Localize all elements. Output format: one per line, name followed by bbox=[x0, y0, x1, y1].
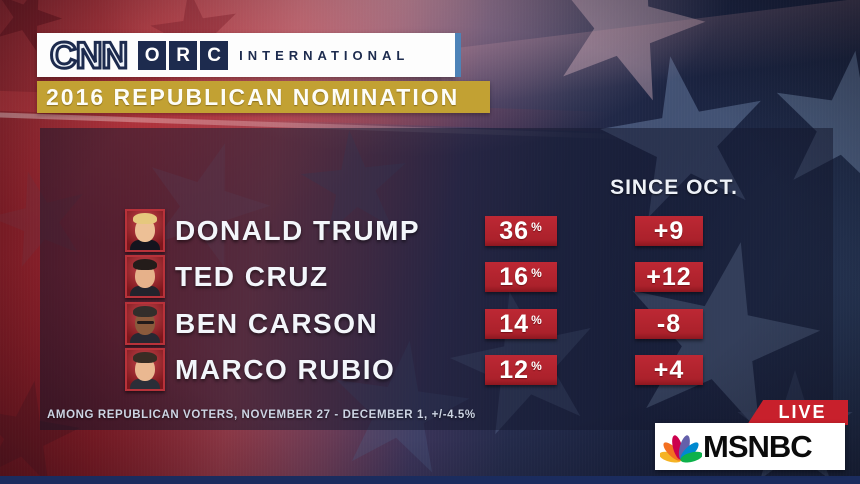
orc-letter-box: R bbox=[169, 40, 198, 70]
poll-change-box: +9 bbox=[635, 216, 703, 246]
poll-percent-box: 12% bbox=[485, 355, 557, 385]
poll-row-ben-carson: BEN CARSON 14% -8 bbox=[125, 301, 725, 347]
poll-row-marco-rubio: MARCO RUBIO 12% +4 bbox=[125, 347, 725, 393]
international-label: INTERNATIONAL bbox=[239, 47, 410, 63]
live-badge: LIVE bbox=[747, 400, 848, 425]
change-column-header: SINCE OCT. bbox=[610, 176, 738, 199]
msnbc-wordmark: MSNBC bbox=[703, 428, 813, 464]
cnn-logo: CNN bbox=[48, 34, 129, 76]
poll-percent-value: 36 bbox=[499, 216, 530, 245]
candidate-photo-donald-trump bbox=[125, 209, 165, 252]
orc-letter-box: O bbox=[138, 40, 167, 70]
poll-change-value: +9 bbox=[653, 216, 685, 245]
orc-letter-box: C bbox=[200, 40, 229, 70]
candidate-name: BEN CARSON bbox=[175, 308, 379, 339]
poll-change-value: +12 bbox=[646, 262, 692, 291]
cnn-orc-logo-bar: CNN O R C INTERNATIONAL bbox=[37, 33, 455, 77]
percent-sign: % bbox=[531, 313, 543, 327]
poll-change-box: -8 bbox=[635, 309, 703, 339]
poll-change-value: +4 bbox=[653, 355, 685, 384]
orc-logo: O R C bbox=[138, 40, 229, 70]
poll-row-ted-cruz: TED CRUZ 16% +12 bbox=[125, 254, 725, 300]
candidate-photo-ted-cruz bbox=[125, 255, 165, 298]
logo-accent-strip bbox=[455, 33, 461, 77]
msnbc-logo: MSNBC bbox=[655, 423, 845, 470]
nbc-peacock-icon bbox=[660, 434, 702, 463]
bottom-bar bbox=[0, 476, 860, 484]
poll-percent-box: 14% bbox=[485, 309, 557, 339]
poll-table: DONALD TRUMP 36% +9 TED CRUZ 16% +12 bbox=[125, 0, 725, 484]
poll-percent-box: 36% bbox=[485, 216, 557, 246]
candidate-name: DONALD TRUMP bbox=[175, 215, 421, 246]
candidate-name: TED CRUZ bbox=[175, 261, 329, 292]
candidate-photo-ben-carson bbox=[125, 302, 165, 345]
percent-sign: % bbox=[531, 220, 543, 234]
poll-footnote: AMONG REPUBLICAN VOTERS, NOVEMBER 27 - D… bbox=[47, 409, 476, 421]
page-title: 2016 REPUBLICAN NOMINATION bbox=[46, 84, 460, 110]
poll-change-box: +4 bbox=[635, 355, 703, 385]
poll-change-value: -8 bbox=[656, 309, 682, 338]
percent-sign: % bbox=[531, 266, 543, 280]
title-banner: 2016 REPUBLICAN NOMINATION bbox=[37, 81, 490, 113]
percent-sign: % bbox=[531, 359, 543, 373]
poll-percent-value: 12 bbox=[499, 355, 530, 384]
candidate-photo-marco-rubio bbox=[125, 348, 165, 391]
poll-percent-value: 16 bbox=[499, 262, 530, 291]
poll-percent-value: 14 bbox=[499, 309, 530, 338]
candidate-name: MARCO RUBIO bbox=[175, 354, 396, 385]
live-label: LIVE bbox=[778, 402, 827, 422]
poll-row-donald-trump: DONALD TRUMP 36% +9 bbox=[125, 208, 725, 254]
poll-percent-box: 16% bbox=[485, 262, 557, 292]
poll-change-box: +12 bbox=[635, 262, 703, 292]
